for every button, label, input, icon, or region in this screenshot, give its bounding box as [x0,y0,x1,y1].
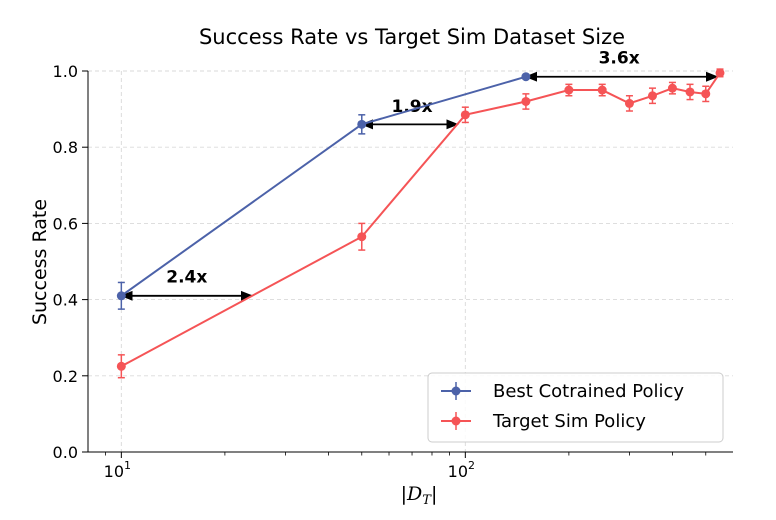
y-tick-label: 0.8 [53,138,78,157]
legend-label-best-cotrained: Best Cotrained Policy [493,381,684,402]
data-point [357,232,367,242]
series-target-sim-policy [116,68,725,379]
speedup-label: 3.6x [599,48,640,68]
x-tick-label: 101 [104,459,131,481]
x-axis-label-sub: T [422,493,432,508]
data-point [460,110,470,120]
y-tick-label: 1.0 [53,62,78,81]
legend-frame [427,372,724,443]
series-layer [116,68,725,379]
tick-label-layer: 0.0 0.2 0.4 0.6 0.8 1.0 101 102 [53,62,475,481]
data-point [116,361,126,371]
annotation-layer: 2.4x1.9x3.6x [120,48,719,301]
legend-entry-target-sim: Target Sim Policy [441,411,646,432]
axis-layer [82,70,733,458]
chart-title: Success Rate vs Target Sim Dataset Size [199,25,625,49]
legend-label-target-sim: Target Sim Policy [492,411,646,432]
series-line [120,72,721,368]
data-point [647,91,657,101]
grid-layer [88,70,733,453]
y-tick-label: 0.0 [53,443,78,462]
speedup-label: 2.4x [166,267,207,287]
legend-swatch-marker [451,416,461,426]
y-axis-label: Success Rate [29,199,51,325]
data-point [521,72,531,82]
data-point [521,96,531,106]
y-tick-label: 0.6 [53,214,78,233]
x-axis-label: |DT| [401,483,438,508]
legend-entry-best-cotrained: Best Cotrained Policy [441,381,684,402]
data-point [357,119,367,129]
data-point [564,85,574,95]
data-point [624,98,634,108]
x-axis-label-script: D [406,483,422,505]
data-point [685,87,695,97]
data-point [597,85,607,95]
legend: Best Cotrained Policy Target Sim Policy [427,372,724,443]
data-point [116,291,126,301]
legend-swatch-marker [451,386,461,396]
data-point [701,89,711,99]
data-point [667,83,677,93]
x-tick-label: 102 [448,459,475,481]
data-point [715,68,725,78]
y-tick-label: 0.4 [53,291,78,310]
series-best-cotrained-policy [116,72,531,310]
y-tick-label: 0.2 [53,367,78,386]
